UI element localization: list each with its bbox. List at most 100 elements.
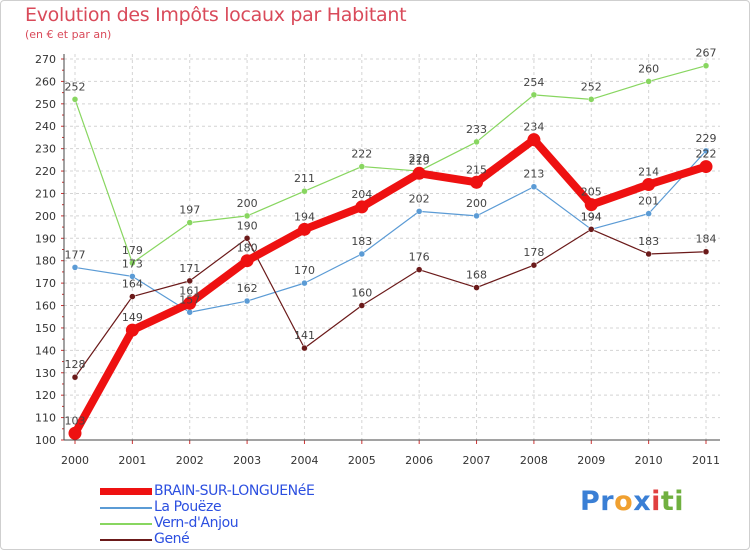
data-point	[355, 200, 369, 214]
data-point	[645, 210, 652, 217]
data-point	[297, 222, 311, 236]
y-tick-label: 240	[35, 120, 56, 133]
data-point	[530, 261, 538, 269]
data-label: 200	[237, 197, 258, 210]
legend-swatch-vern-d-anjou	[100, 523, 152, 525]
data-point	[183, 296, 197, 310]
data-label: 173	[122, 257, 143, 270]
logo-letter: o	[614, 486, 634, 517]
data-point	[68, 426, 82, 440]
chart-legend: BRAIN-SUR-LONGUENéE La Pouëze Vern-d'Anj…	[100, 483, 400, 548]
y-tick-label: 230	[35, 143, 56, 156]
data-label: 157	[179, 293, 200, 306]
data-point	[243, 212, 251, 220]
data-point	[358, 302, 366, 309]
y-tick-label: 210	[35, 187, 56, 200]
y-tick-label: 180	[35, 255, 56, 268]
y-tick-label: 140	[35, 344, 56, 357]
x-tick-label: 2000	[61, 454, 89, 467]
proxiti-logo: Proxiti	[580, 486, 684, 517]
data-point	[588, 96, 595, 103]
data-label: 177	[65, 248, 86, 261]
data-point	[358, 163, 366, 170]
y-tick-label: 100	[35, 434, 56, 447]
data-point	[588, 226, 595, 233]
data-point	[699, 160, 713, 174]
data-point	[702, 147, 710, 155]
x-tick-label: 2007	[463, 454, 491, 467]
data-label: 254	[523, 76, 544, 89]
logo-letter: t	[660, 486, 675, 517]
data-point	[473, 138, 480, 146]
data-point	[645, 250, 652, 258]
data-label: 197	[179, 204, 200, 217]
data-point	[415, 208, 423, 215]
x-tick-label: 2003	[233, 454, 261, 467]
legend-label-la-poueze: La Pouëze	[154, 499, 222, 515]
data-point	[186, 309, 193, 316]
x-tick-label: 2009	[577, 454, 605, 467]
data-label: 213	[523, 168, 544, 181]
data-point	[129, 273, 136, 280]
data-label: 162	[237, 282, 258, 295]
data-label: 220	[409, 152, 430, 165]
data-point	[129, 293, 136, 300]
logo-letter: i	[651, 486, 661, 517]
data-point	[473, 284, 480, 291]
data-point	[240, 254, 254, 268]
data-label: 170	[294, 264, 315, 277]
x-tick-label: 2002	[176, 454, 204, 467]
data-label: 180	[237, 242, 258, 255]
data-point	[186, 277, 193, 285]
data-label: 222	[696, 148, 717, 161]
data-label: 168	[466, 269, 487, 282]
data-point	[645, 78, 652, 85]
legend-item-brain[interactable]: BRAIN-SUR-LONGUENéE	[100, 483, 400, 500]
series-line-3	[74, 228, 707, 378]
data-point	[702, 248, 710, 255]
data-label: 183	[638, 235, 659, 248]
data-point	[415, 266, 423, 273]
data-label: 267	[696, 47, 717, 60]
legend-label-gene: Gené	[154, 531, 190, 547]
x-tick-label: 2001	[118, 454, 146, 467]
data-point	[243, 235, 251, 242]
y-tick-label: 110	[35, 412, 56, 425]
y-tick-label: 250	[35, 98, 56, 111]
y-tick-label: 130	[35, 367, 56, 380]
data-point	[71, 96, 79, 103]
data-point	[530, 91, 538, 99]
series-line-0	[71, 135, 710, 438]
y-tick-label: 220	[35, 165, 56, 178]
data-point	[71, 264, 79, 271]
data-label: 219	[409, 154, 430, 167]
chart-subtitle: (en € et par an)	[25, 28, 112, 41]
data-label: 202	[409, 192, 430, 205]
data-label: 215	[466, 163, 487, 176]
data-point	[71, 373, 79, 381]
data-label: 183	[351, 235, 372, 248]
data-label: 128	[65, 358, 86, 371]
legend-item-la-poueze[interactable]: La Pouëze	[100, 499, 400, 516]
y-tick-label: 120	[35, 389, 56, 402]
series-line-2	[74, 65, 707, 264]
y-tick-label: 160	[35, 300, 56, 313]
data-label: 176	[409, 251, 430, 264]
legend-item-gene[interactable]: Gené	[100, 531, 400, 548]
data-point	[301, 279, 308, 287]
data-label: 205	[581, 186, 602, 199]
data-point	[125, 323, 139, 337]
legend-item-vern-d-anjou[interactable]: Vern-d'Anjou	[100, 515, 400, 532]
data-label: 103	[65, 414, 86, 427]
data-point	[473, 212, 480, 220]
y-tick-label: 200	[35, 210, 56, 223]
data-point	[702, 62, 710, 69]
data-point	[301, 187, 308, 195]
logo-letter: P	[580, 486, 601, 517]
data-point	[470, 175, 484, 189]
y-tick-label: 260	[35, 75, 56, 88]
data-point	[527, 133, 541, 147]
data-label: 161	[179, 284, 200, 297]
